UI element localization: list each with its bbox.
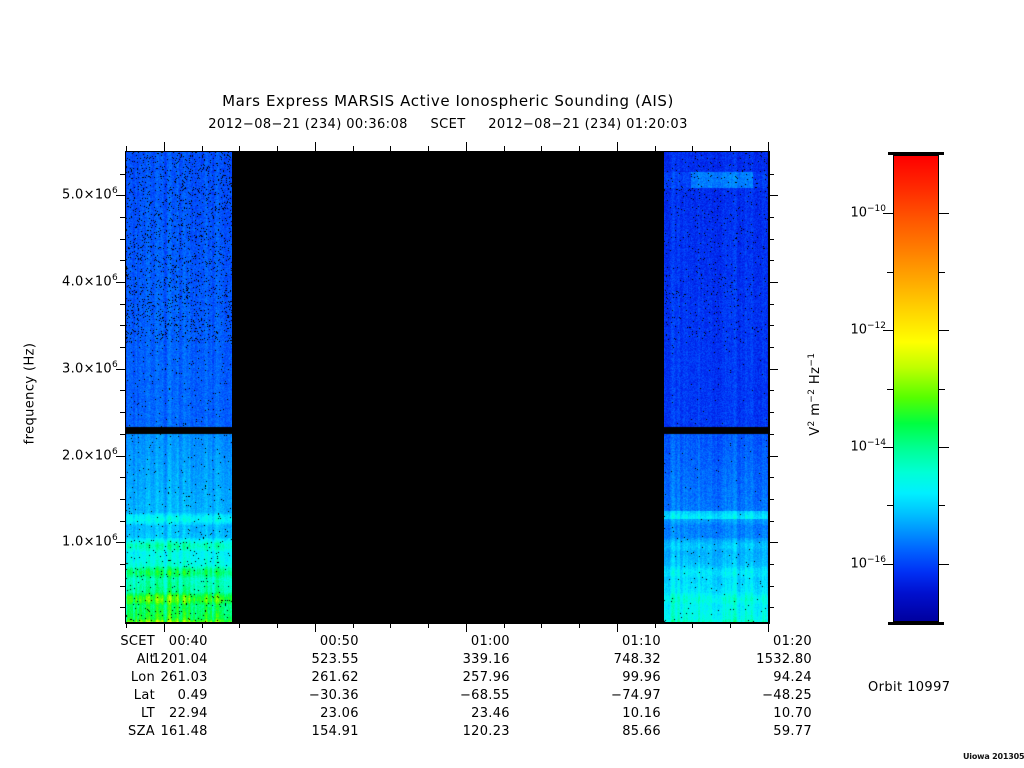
table-row-label: LT	[141, 706, 155, 721]
chart-title-block: Mars Express MARSIS Active Ionospheric S…	[0, 92, 896, 132]
table-row: Lon 261.03 261.62 257.96 99.96 94.24	[0, 670, 812, 688]
y-axis-tick-label: 2.0×106	[62, 446, 118, 463]
colorbar-tick-labels: 10−10 10−12 10−14 10−16	[820, 0, 886, 768]
table-cell: 1532.80	[756, 652, 812, 667]
colorbar-wrap	[888, 152, 944, 625]
table-cell: 261.03	[160, 670, 208, 685]
table-cell: 01:10	[621, 634, 661, 649]
table-cell: 01:20	[773, 634, 812, 649]
table-cell: 261.62	[311, 670, 359, 685]
table-row-label: SCET	[120, 634, 155, 649]
table-cell: −74.97	[611, 688, 661, 703]
table-cell: 94.24	[773, 670, 812, 685]
table-cell: 748.32	[613, 652, 661, 667]
table-row-label: SZA	[128, 724, 155, 739]
colorbar-bottom-cap	[888, 622, 944, 625]
table-cell: −68.55	[459, 688, 510, 703]
table-cell: 10.16	[622, 706, 661, 721]
spectrogram-plot-area	[125, 151, 770, 624]
table-cell: −48.25	[762, 688, 812, 703]
colorbar-tick-right	[939, 505, 945, 506]
spectrogram-image	[126, 152, 769, 623]
page-title: Mars Express MARSIS Active Ionospheric S…	[222, 92, 674, 110]
table-row-label: Lon	[130, 670, 155, 685]
colorbar-tick-right	[939, 213, 949, 214]
y-axis-tick-label: 1.0×106	[62, 533, 118, 550]
colorbar-title: V2 m−2 Hz−1	[806, 352, 824, 436]
ephemeris-table: SCET 00:40 00:50 01:00 01:10 01:20 Alt 1201.04 5…	[0, 634, 812, 742]
watermark-label: Uiowa 20130517	[963, 752, 1024, 761]
colorbar-tick-label: 10−10	[850, 204, 886, 221]
y-axis-tick-label: 3.0×106	[62, 359, 118, 377]
colorbar-tick-label: 10−12	[850, 321, 886, 338]
colorbar-top-cap	[888, 152, 944, 155]
table-cell: 10.70	[773, 706, 812, 721]
data-block-right	[664, 152, 768, 623]
table-cell: 257.96	[462, 670, 510, 685]
table-row: SCET 00:40 00:50 01:00 01:10 01:20	[0, 634, 811, 652]
y-axis-tick-label: 4.0×106	[62, 273, 118, 290]
table-cell: 523.55	[311, 652, 359, 667]
table-cell: 339.16	[462, 652, 510, 667]
colorbar-tick-right	[939, 389, 945, 390]
table-cell: 0.49	[177, 688, 208, 703]
table-row: LT 22.94 23.06 23.46 10.16 10.70	[0, 706, 812, 724]
table-cell: 85.66	[622, 724, 661, 739]
table-cell: 120.23	[462, 724, 510, 739]
y-axis-tick-label: 5.0×106	[62, 186, 118, 203]
table-cell: 00:40	[168, 634, 208, 649]
table-row: Alt 1201.04 523.55 339.16 748.32 1532.80	[0, 652, 811, 670]
colorbar-tick-label: 10−16	[850, 554, 886, 571]
table-cell: −30.36	[308, 688, 359, 703]
colorbar-gradient	[893, 155, 939, 622]
colorbar-tick-right	[939, 564, 949, 565]
colorbar-tick-right	[939, 272, 945, 273]
orbit-label: Orbit 10997	[868, 680, 951, 695]
table-row: SZA 161.48 154.91 120.23 85.66 59.77	[0, 724, 812, 742]
spectrogram-canvas	[664, 152, 768, 622]
colorbar-tick-right	[939, 447, 949, 448]
table-row: Lat 0.49 −30.36 −68.55 −74.97 −48.25	[0, 688, 812, 706]
colorbar-tick-label: 10−14	[850, 437, 886, 455]
table-cell: 00:50	[319, 634, 359, 649]
y-axis-title: frequency (Hz)	[22, 342, 38, 445]
colorbar-tick-right	[939, 330, 949, 331]
table-cell: 59.77	[773, 724, 812, 739]
time-range-subtitle: 2012−08−21 (234) 00:36:08 SCET 2012−08−2…	[208, 117, 688, 132]
spectrogram-canvas	[126, 152, 232, 622]
table-cell: 99.96	[622, 670, 661, 685]
y-axis-tick-labels: 1.0×106 2.0×106 3.0×106 4.0×106 5.0×106	[0, 0, 118, 768]
table-cell: 154.91	[311, 724, 359, 739]
table-row-label: Alt	[136, 652, 155, 667]
table-cell: 1201.04	[151, 652, 208, 667]
data-block-left	[126, 152, 232, 623]
table-cell: 161.48	[160, 724, 208, 739]
table-cell: 22.94	[169, 706, 208, 721]
table-cell: 23.06	[320, 706, 359, 721]
table-cell: 01:00	[470, 634, 510, 649]
table-cell: 23.46	[471, 706, 510, 721]
table-row-label: Lat	[133, 688, 155, 703]
